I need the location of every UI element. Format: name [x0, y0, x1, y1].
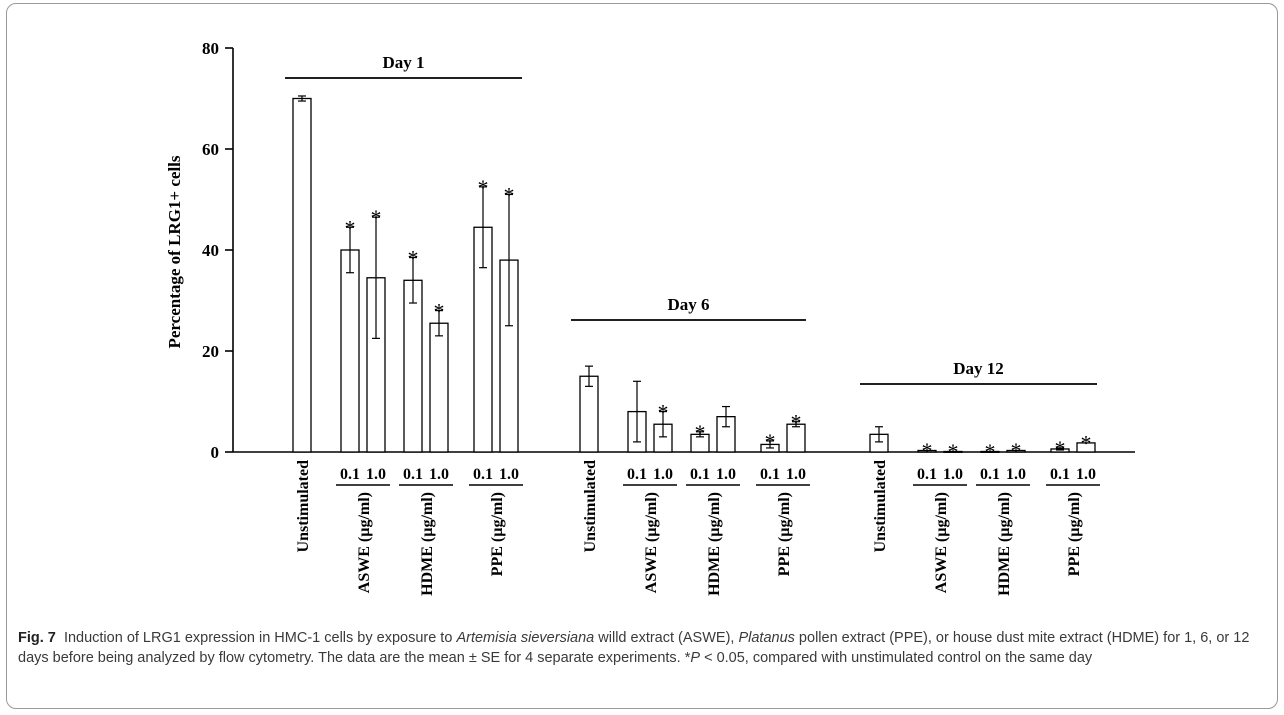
caption-text: Induction of LRG1 expression in HMC-1 ce… [18, 630, 1249, 666]
x-label-treatment: PPE (µg/ml) [776, 492, 793, 576]
significance-marker: * [1011, 438, 1022, 463]
significance-marker: * [408, 246, 419, 271]
bar [403, 279, 423, 453]
bar [980, 450, 1000, 453]
bar [579, 375, 599, 453]
dose-label: 0.1 [403, 466, 423, 483]
significance-marker: * [948, 439, 959, 464]
x-label-unstimulated: Unstimulated [872, 460, 889, 553]
dose-label: 0.1 [760, 466, 780, 483]
y-axis: 0 20 40 60 80 Percentage of LRG1+ cells [165, 39, 234, 462]
day-label: Day 1 [382, 53, 424, 72]
dose-label: 1.0 [499, 466, 519, 483]
caption-part: Platanus [738, 630, 795, 646]
dose-label: 0.1 [690, 466, 710, 483]
bar [1006, 449, 1026, 453]
bar [292, 97, 312, 453]
day-label: Day 6 [667, 295, 709, 314]
group-day-1: Day 1 * * * * * * Unstimulated 0.1 1.0 ASWE (µg/ml… [285, 53, 523, 596]
dose-label: 1.0 [716, 466, 736, 483]
dose-label: 1.0 [366, 466, 386, 483]
y-tick-label: 0 [211, 443, 220, 462]
group-day-6: Day 6 * * * * Unstimulated 0.1 1.0 ASWE (µg/ml) 0… [571, 295, 810, 596]
figure-caption: Fig. 7 Induction of LRG1 expression in H… [18, 628, 1268, 668]
x-label-treatment: HDME (µg/ml) [996, 492, 1013, 596]
day-label: Day 12 [953, 359, 1004, 378]
caption-part: willd extract (ASWE), [594, 630, 739, 646]
caption-part: Induction of LRG1 expression in HMC-1 ce… [63, 630, 457, 646]
dose-label: 1.0 [943, 466, 963, 483]
dose-label: 1.0 [653, 466, 673, 483]
x-label-unstimulated: Unstimulated [295, 460, 312, 553]
significance-marker: * [1081, 430, 1092, 455]
dose-label: 1.0 [1006, 466, 1026, 483]
dose-label: 0.1 [1050, 466, 1070, 483]
dose-label: 0.1 [980, 466, 1000, 483]
group-day-12: Day 12 * * * * * * Unstimulated 0.1 1.0 ASWE (µg/m… [860, 359, 1100, 596]
significance-marker: * [791, 410, 802, 435]
y-tick-label: 60 [202, 140, 219, 159]
dose-label: 0.1 [917, 466, 937, 483]
significance-marker: * [434, 299, 445, 324]
x-label-unstimulated: Unstimulated [582, 460, 599, 553]
dose-label: 0.1 [473, 466, 493, 483]
x-label-treatment: PPE (µg/ml) [489, 492, 506, 576]
significance-marker: * [922, 438, 933, 463]
bar [917, 449, 937, 453]
significance-marker: * [478, 175, 489, 200]
significance-marker: * [985, 439, 996, 464]
figure-frame [6, 3, 1278, 709]
dose-label: 1.0 [429, 466, 449, 483]
caption-part: P [690, 650, 701, 666]
x-label-treatment: ASWE (µg/ml) [933, 492, 950, 593]
caption-part: < 0.05, compared with unstimulated contr… [700, 650, 1093, 666]
bar [1076, 442, 1096, 453]
significance-marker: * [765, 429, 776, 454]
dose-label: 1.0 [786, 466, 806, 483]
caption-part: pollen extract (PPE), or house dust mite… [18, 630, 1250, 666]
y-tick-label: 20 [202, 342, 219, 361]
x-label-treatment: PPE (µg/ml) [1066, 492, 1083, 576]
significance-marker: * [1055, 436, 1066, 461]
x-label-treatment: ASWE (µg/ml) [643, 492, 660, 593]
bar [943, 450, 963, 453]
significance-marker: * [695, 420, 706, 445]
dose-label: 0.1 [627, 466, 647, 483]
bar [429, 322, 449, 453]
significance-marker: * [504, 182, 515, 207]
dose-label: 0.1 [340, 466, 360, 483]
x-label-treatment: HDME (µg/ml) [419, 492, 436, 596]
significance-marker: * [345, 215, 356, 240]
x-label-treatment: ASWE (µg/ml) [356, 492, 373, 593]
dose-label: 1.0 [1076, 466, 1096, 483]
caption-label: Fig. 7 [18, 630, 56, 646]
bar [340, 249, 360, 453]
x-label-treatment: HDME (µg/ml) [706, 492, 723, 596]
caption-part: Artemisia sieversiana [456, 630, 595, 646]
y-tick-label: 40 [202, 241, 219, 260]
significance-marker: * [658, 400, 669, 425]
bar-groups: Day 1 * * * * * * Unstimulated 0.1 1.0 ASWE (µg/ml… [285, 53, 1100, 596]
y-tick-label: 80 [202, 39, 219, 58]
y-axis-label: Percentage of LRG1+ cells [165, 155, 184, 348]
significance-marker: * [371, 205, 382, 230]
